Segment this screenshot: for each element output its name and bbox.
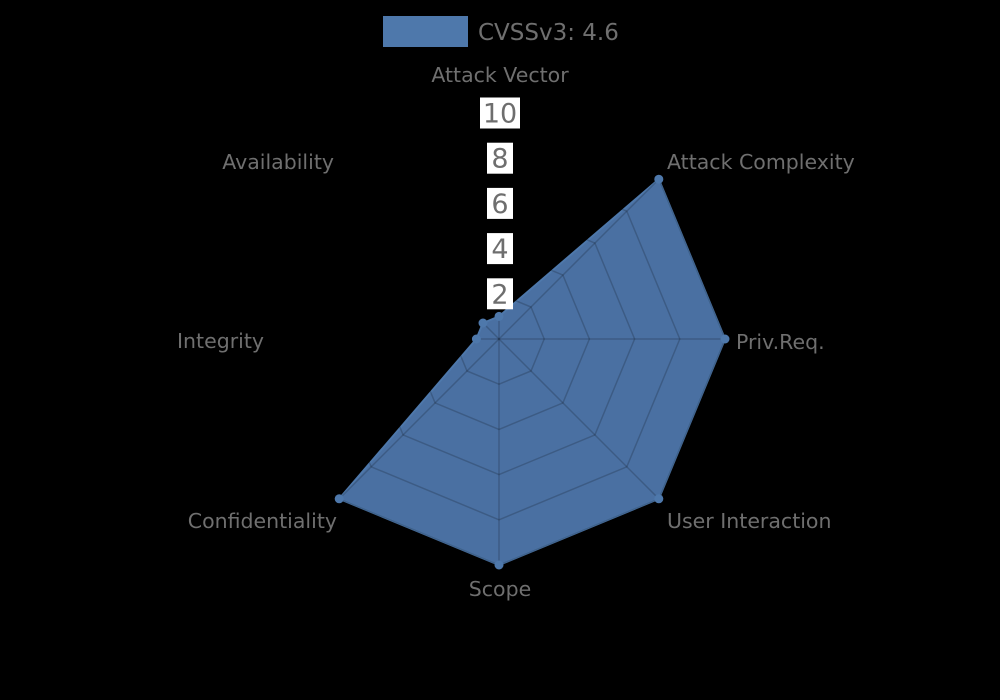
legend: CVSSv3: 4.6 (383, 16, 619, 47)
axis-label-attack-vector: Attack Vector (431, 63, 569, 87)
grid-spoke-confidentiality (338, 338, 500, 500)
radial-tick-label-10: 10 (483, 99, 517, 130)
grid-spoke-availability (338, 178, 500, 340)
radial-tick-box-4 (487, 233, 513, 265)
axis-label-attack-complexity: Attack Complexity (667, 150, 855, 174)
axis-label-availability: Availability (222, 150, 334, 174)
radial-tick-box-8 (487, 142, 513, 174)
axis-label-priv-req: Priv.Req. (736, 330, 825, 354)
radial-tick-label-2: 2 (491, 279, 508, 310)
radial-tick-labels: 2 4 6 8 10 (480, 97, 520, 310)
radial-tick-box-10 (480, 97, 520, 129)
axis-label-integrity: Integrity (177, 329, 264, 353)
radial-tick-label-8: 8 (491, 144, 508, 175)
data-point-availability (478, 318, 488, 328)
radial-tick-label-6: 6 (491, 189, 508, 220)
axis-labels: Attack Vector Attack Complexity Priv.Req. U… (177, 63, 855, 601)
data-point-scope (494, 560, 504, 570)
data-point-attack-vector (494, 311, 504, 321)
radial-tick-box-6 (487, 187, 513, 219)
legend-swatch (383, 16, 468, 47)
data-point-priv-req (720, 334, 730, 344)
data-point-attack-complexity (654, 174, 664, 184)
axis-label-scope: Scope (469, 577, 531, 601)
data-point-integrity (471, 334, 481, 344)
radar-grid (272, 112, 726, 566)
grid-spoke-user-interaction (498, 338, 660, 500)
axis-label-user-interaction: User Interaction (667, 509, 831, 533)
legend-label: CVSSv3: 4.6 (478, 20, 619, 46)
data-point-confidentiality (334, 494, 344, 504)
radial-tick-label-4: 4 (491, 234, 508, 265)
grid-spoke-attack-complexity (498, 178, 660, 340)
grid-ring-6 (362, 202, 636, 476)
grid-ring-8 (317, 157, 681, 521)
axis-label-confidentiality: Confidentiality (188, 509, 337, 533)
grid-ring-2 (452, 292, 546, 386)
data-point-markers (334, 174, 730, 570)
data-point-user-interaction (654, 494, 664, 504)
radial-tick-box-2 (487, 278, 513, 310)
grid-ring-4 (407, 247, 591, 431)
